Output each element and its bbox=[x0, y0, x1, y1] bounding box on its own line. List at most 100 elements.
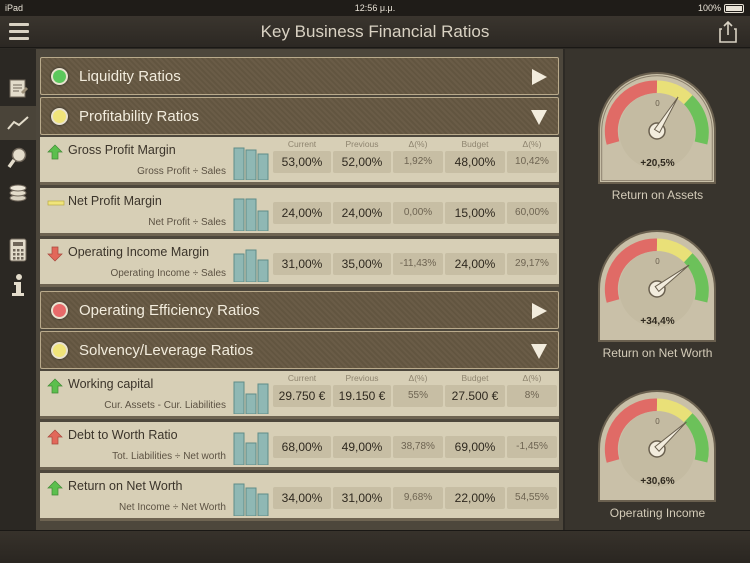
ratio-name: Working capital bbox=[68, 377, 154, 391]
expand-arrow-icon[interactable] bbox=[530, 302, 548, 320]
gauge-zero-label: 0 bbox=[655, 99, 660, 108]
value-delta: 9,68% bbox=[393, 487, 443, 509]
ratio-name: Return on Net Worth bbox=[68, 479, 183, 493]
col-header-budget-delta: Δ(%) bbox=[522, 373, 542, 383]
side-rail bbox=[0, 49, 36, 530]
value-current: 29.750 € bbox=[273, 385, 331, 407]
ratio-name: Operating Income Margin bbox=[68, 245, 210, 259]
section-liquidity[interactable]: Liquidity Ratios bbox=[40, 57, 559, 95]
gauge-dial bbox=[598, 390, 716, 502]
bar-chart-icon[interactable] bbox=[233, 197, 269, 231]
ratio-row-working-capital[interactable]: Working capital Cur. Assets - Cur. Liabi… bbox=[40, 371, 559, 419]
battery-icon bbox=[724, 3, 744, 13]
section-solvency-leverage[interactable]: Solvency/Leverage Ratios bbox=[40, 331, 559, 369]
ratio-row-operating-income-margin[interactable]: Operating Income Margin Operating Income… bbox=[40, 239, 559, 287]
coins-icon bbox=[9, 184, 27, 202]
trend-up-red-icon bbox=[47, 429, 63, 445]
value-previous: 49,00% bbox=[333, 436, 391, 458]
collapse-arrow-icon[interactable] bbox=[530, 342, 548, 360]
ratio-row-debt-to-worth[interactable]: Debt to Worth Ratio Tot. Liabilities ÷ N… bbox=[40, 422, 559, 470]
value-previous: 19.150 € bbox=[333, 385, 391, 407]
clock: 12:56 μ.μ. bbox=[354, 3, 396, 13]
col-header-previous: Previous bbox=[345, 373, 379, 383]
col-header-budget: Budget bbox=[461, 373, 489, 383]
section-title: Solvency/Leverage Ratios bbox=[79, 342, 254, 359]
value-delta: 38,78% bbox=[393, 436, 443, 458]
menu-icon[interactable] bbox=[9, 23, 29, 41]
status-dot bbox=[51, 68, 68, 85]
rail-item-search[interactable] bbox=[0, 141, 36, 175]
bar-chart-icon[interactable] bbox=[233, 146, 269, 180]
section-operating-efficiency[interactable]: Operating Efficiency Ratios bbox=[40, 291, 559, 329]
value-previous: 24,00% bbox=[333, 202, 391, 224]
rail-item-report[interactable] bbox=[0, 71, 36, 105]
section-title: Operating Efficiency Ratios bbox=[79, 302, 260, 319]
gauge-return-on-net-worth[interactable]: 0 +34,4% Return on Net Worth bbox=[565, 225, 750, 365]
ratio-formula: Net Income ÷ Net Worth bbox=[118, 502, 226, 513]
page-title: Key Business Financial Ratios bbox=[260, 22, 490, 41]
gauge-zero-label: 0 bbox=[655, 257, 660, 266]
value-current: 31,00% bbox=[273, 253, 331, 275]
rail-item-trend[interactable] bbox=[0, 106, 36, 140]
rail-item-calculator[interactable] bbox=[0, 233, 36, 267]
value-current: 68,00% bbox=[273, 436, 331, 458]
carrier-label: iPad bbox=[5, 3, 24, 13]
ratio-row-net-profit-margin[interactable]: Net Profit Margin Net Profit ÷ Sales 24,… bbox=[40, 188, 559, 236]
value-budget: 24,00% bbox=[445, 253, 505, 275]
status-bar: iPad 12:56 μ.μ. 100% bbox=[0, 0, 750, 16]
report-icon bbox=[9, 79, 28, 98]
value-budget-delta: 8% bbox=[507, 385, 557, 407]
battery-indicator: 100% bbox=[698, 3, 744, 13]
gauge-zero-label: 0 bbox=[655, 417, 660, 426]
gauge-value: +20,5% bbox=[640, 158, 675, 169]
status-dot bbox=[51, 342, 68, 359]
ratios-panel: Liquidity Ratios Profitability Ratios Gr… bbox=[36, 49, 563, 530]
gauges-panel: 0 +20,5% Return on Assets 0 +34,4% Retur… bbox=[565, 49, 750, 530]
gauge-value: +30,6% bbox=[640, 476, 675, 487]
trend-chart-icon bbox=[7, 116, 29, 130]
value-budget: 27.500 € bbox=[445, 385, 505, 407]
ratio-row-return-on-net-worth[interactable]: Return on Net Worth Net Income ÷ Net Wor… bbox=[40, 473, 559, 521]
bar-chart-icon[interactable] bbox=[233, 431, 269, 465]
value-budget: 15,00% bbox=[445, 202, 505, 224]
ratio-row-gross-profit-margin[interactable]: Gross Profit Margin Gross Profit ÷ Sales… bbox=[40, 137, 559, 185]
trend-flat-icon bbox=[47, 200, 65, 206]
col-header-delta: Δ(%) bbox=[408, 139, 428, 149]
gauge-value: +34,4% bbox=[640, 316, 675, 327]
value-previous: 35,00% bbox=[333, 253, 391, 275]
status-dot bbox=[51, 108, 68, 125]
nav-bar: Key Business Financial Ratios bbox=[0, 16, 750, 48]
gauge-dial bbox=[598, 230, 716, 342]
col-header-budget: Budget bbox=[461, 139, 489, 149]
value-previous: 52,00% bbox=[333, 151, 391, 173]
battery-percent: 100% bbox=[697, 3, 721, 13]
ratio-name: Net Profit Margin bbox=[68, 194, 162, 208]
rail-item-info[interactable] bbox=[0, 268, 36, 302]
trend-up-icon bbox=[47, 480, 63, 496]
section-title: Profitability Ratios bbox=[79, 108, 200, 125]
value-current: 34,00% bbox=[273, 487, 331, 509]
ratio-formula: Tot. Liabilities ÷ Net worth bbox=[112, 451, 226, 462]
value-budget-delta: 60,00% bbox=[507, 202, 557, 224]
value-budget-delta: -1,45% bbox=[507, 436, 557, 458]
rail-item-coins[interactable] bbox=[0, 176, 36, 210]
col-header-current: Current bbox=[287, 139, 317, 149]
bar-chart-icon[interactable] bbox=[233, 248, 269, 282]
gauge-needle bbox=[654, 264, 690, 293]
gauge-needle bbox=[653, 96, 679, 134]
bar-chart-icon[interactable] bbox=[233, 380, 269, 414]
trend-up-icon bbox=[47, 378, 63, 394]
col-header-delta: Δ(%) bbox=[408, 373, 428, 383]
collapse-arrow-icon[interactable] bbox=[530, 108, 548, 126]
gauge-return-on-assets[interactable]: 0 +20,5% Return on Assets bbox=[565, 67, 750, 207]
share-icon[interactable] bbox=[718, 20, 738, 44]
ratio-formula: Gross Profit ÷ Sales bbox=[137, 166, 226, 177]
ratio-name: Debt to Worth Ratio bbox=[68, 428, 178, 442]
bar-chart-icon[interactable] bbox=[233, 482, 269, 516]
info-icon bbox=[12, 274, 24, 296]
gauge-operating-income[interactable]: 0 +30,6% Operating Income bbox=[565, 385, 750, 525]
expand-arrow-icon[interactable] bbox=[530, 68, 548, 86]
section-profitability[interactable]: Profitability Ratios bbox=[40, 97, 559, 135]
value-delta: 1,92% bbox=[393, 151, 443, 173]
status-dot bbox=[51, 302, 68, 319]
